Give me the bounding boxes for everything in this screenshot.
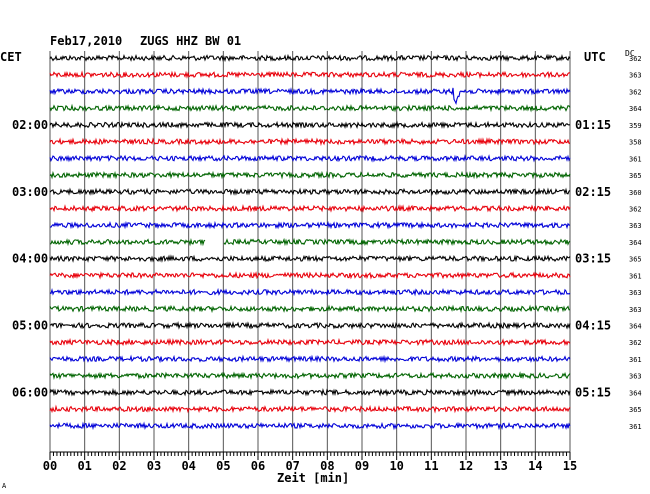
dc-value-5: 358	[629, 139, 642, 147]
x-tick-label-13: 13	[493, 459, 507, 473]
left-hour-label: 03:00	[12, 185, 48, 199]
trace-4	[49, 120, 571, 130]
dc-value-15: 363	[629, 306, 642, 314]
trace-7	[49, 170, 571, 180]
dc-value-3: 364	[629, 105, 642, 113]
dc-value-20: 364	[629, 389, 642, 397]
dc-value-8: 360	[629, 189, 642, 197]
right-hour-label: 05:15	[575, 385, 611, 399]
trace-20	[49, 387, 571, 397]
trace-1	[49, 70, 570, 80]
dc-value-2: 362	[629, 88, 642, 96]
trace-9	[49, 203, 571, 213]
left-hour-label: 05:00	[12, 319, 48, 333]
dc-value-0: 362	[629, 55, 642, 63]
x-tick-label-04: 04	[181, 459, 195, 473]
x-tick-label-15: 15	[563, 459, 577, 473]
x-tick-label-09: 09	[355, 459, 369, 473]
trace-group	[49, 53, 571, 431]
dc-value-21: 365	[629, 406, 642, 414]
left-hour-label: 06:00	[12, 385, 48, 399]
x-axis-label: Zeit [min]	[277, 471, 349, 485]
right-hour-label: 01:15	[575, 118, 611, 132]
x-tick-label-02: 02	[112, 459, 126, 473]
axes-group: 362 363 362 364 359 358 361 365 360 362 363 364 365 3…	[12, 55, 642, 473]
trace-5	[49, 137, 571, 147]
trace-19	[49, 371, 571, 381]
x-tick-label-01: 01	[77, 459, 91, 473]
trace-2	[49, 87, 571, 105]
x-tick-label-05: 05	[216, 459, 230, 473]
dc-header-label: DC	[625, 49, 635, 58]
x-tick-label-07: 07	[285, 459, 299, 473]
footer-mark: A	[2, 482, 7, 490]
x-tick-label-11: 11	[424, 459, 438, 473]
dc-value-19: 363	[629, 373, 642, 381]
right-hour-label: 02:15	[575, 185, 611, 199]
trace-21	[49, 404, 571, 414]
minute-grid	[49, 51, 571, 452]
trace-11	[49, 237, 571, 247]
trace-16	[49, 321, 571, 330]
x-tick-label-10: 10	[389, 459, 403, 473]
trace-14	[49, 287, 571, 297]
dc-value-17: 362	[629, 339, 642, 347]
trace-15	[49, 304, 571, 314]
right-hour-label: 04:15	[575, 319, 611, 333]
trace-22	[49, 421, 571, 431]
trace-18	[49, 354, 571, 364]
dc-value-9: 362	[629, 205, 642, 213]
x-tick-label-03: 03	[147, 459, 161, 473]
right-timezone-label: UTC	[584, 50, 606, 64]
dc-value-7: 365	[629, 172, 642, 180]
x-tick-label-00: 00	[43, 459, 57, 473]
dc-value-12: 365	[629, 256, 642, 264]
right-hour-label: 03:15	[575, 252, 611, 266]
left-hour-label: 02:00	[12, 118, 48, 132]
dc-value-11: 364	[629, 239, 642, 247]
dc-value-13: 361	[629, 272, 642, 280]
dc-value-18: 361	[629, 356, 642, 364]
dc-value-14: 363	[629, 289, 642, 297]
x-tick-label-08: 08	[320, 459, 334, 473]
dc-value-1: 363	[629, 72, 642, 80]
dc-value-16: 364	[629, 323, 642, 331]
trace-6	[49, 154, 571, 163]
left-hour-label: 04:00	[12, 252, 48, 266]
dc-value-10: 363	[629, 222, 642, 230]
header-station: ZUGS HHZ BW 01	[140, 34, 241, 48]
trace-3	[49, 103, 571, 113]
header-date: Feb17,2010	[50, 34, 122, 48]
trace-0	[49, 53, 571, 63]
trace-8	[49, 187, 571, 197]
dc-value-6: 361	[629, 155, 642, 163]
x-tick-label-06: 06	[251, 459, 265, 473]
left-timezone-label: CET	[0, 50, 22, 64]
trace-12	[49, 254, 571, 263]
dc-value-22: 361	[629, 423, 642, 431]
trace-17	[49, 337, 571, 347]
x-tick-label-12: 12	[459, 459, 473, 473]
trace-13	[49, 271, 571, 280]
trace-10	[50, 220, 571, 230]
x-tick-label-14: 14	[528, 459, 542, 473]
dc-value-4: 359	[629, 122, 642, 130]
